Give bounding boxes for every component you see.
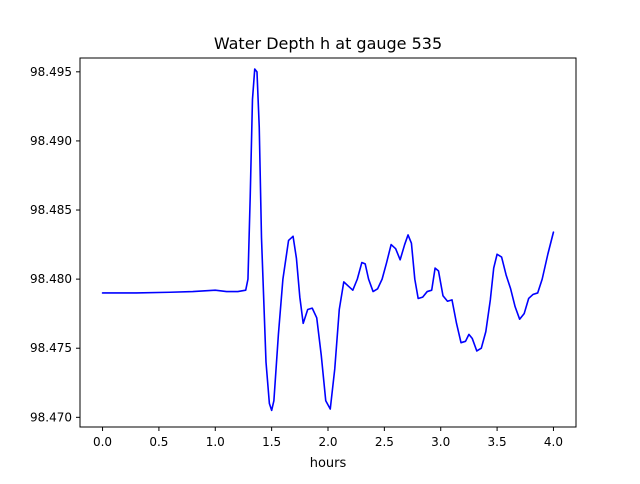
x-tick-label: 1.5 xyxy=(262,435,281,449)
chart-title: Water Depth h at gauge 535 xyxy=(214,34,442,53)
x-tick-label: 3.5 xyxy=(488,435,507,449)
x-tick-label: 3.0 xyxy=(431,435,450,449)
x-axis-label: hours xyxy=(310,456,347,471)
x-tick-label: 4.0 xyxy=(544,435,563,449)
x-tick-label: 2.5 xyxy=(375,435,394,449)
x-axis: 0.0 0.5 1.0 1.5 2.0 2.5 3.0 3.5 4.0 xyxy=(93,427,563,449)
y-tick-label: 98.480 xyxy=(30,272,72,286)
y-tick-label: 98.495 xyxy=(30,65,72,79)
y-tick-label: 98.485 xyxy=(30,203,72,217)
y-tick-label: 98.475 xyxy=(30,341,72,355)
y-axis: 98.470 98.475 98.480 98.485 98.490 98.495 xyxy=(30,65,80,424)
y-tick-label: 98.470 xyxy=(30,410,72,424)
x-tick-label: 1.0 xyxy=(206,435,225,449)
x-tick-label: 2.0 xyxy=(318,435,337,449)
x-tick-label: 0.5 xyxy=(149,435,168,449)
y-tick-label: 98.490 xyxy=(30,134,72,148)
series-line-0 xyxy=(101,68,555,412)
x-tick-label: 0.0 xyxy=(93,435,112,449)
